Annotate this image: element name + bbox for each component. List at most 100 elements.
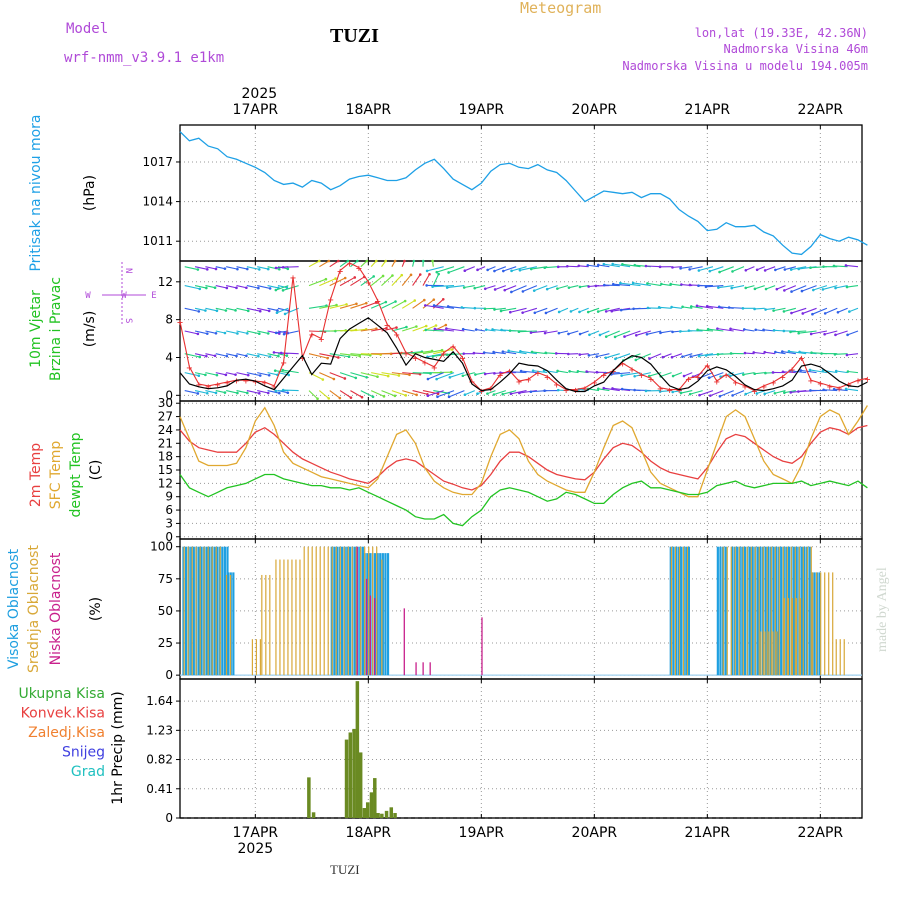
wind-arrow-head <box>491 328 494 331</box>
wind-arrow-head <box>507 349 510 353</box>
wind-arrow-head <box>450 348 454 351</box>
wind-arrow <box>226 330 238 334</box>
wind-arrow-head <box>235 286 238 290</box>
wind-arrow-head <box>482 351 486 354</box>
wind-arrow <box>493 390 506 396</box>
wind-arrow-head <box>812 288 815 292</box>
wind-arrow-head <box>327 259 331 263</box>
wind-arrow-head <box>405 325 408 329</box>
wind-arrow-head <box>267 373 271 377</box>
wind-arrow-head <box>619 308 623 312</box>
wind-arrow-head <box>744 286 748 290</box>
wind-arrow <box>446 327 465 332</box>
wind-arrow <box>834 388 848 392</box>
wind-arrow <box>504 285 517 291</box>
wind-gust-marker: + <box>403 349 409 360</box>
wind-gust-marker: + <box>714 377 720 388</box>
wind-arrow-head <box>596 387 600 391</box>
wind-speed-line <box>179 317 868 393</box>
cloud-mid-bar <box>824 572 826 676</box>
wind-arrow-head <box>461 327 465 331</box>
wind-arrow-head <box>408 373 411 377</box>
wind-arrow <box>764 390 776 395</box>
wind-arrow-head <box>474 373 477 376</box>
wind-gust-marker: + <box>789 365 795 376</box>
wind-arrow-head <box>730 286 734 290</box>
wind-arrow-head <box>205 286 208 290</box>
cloud-mid-bar <box>287 559 289 676</box>
wind-arrow <box>521 370 537 374</box>
cloud-high-bar <box>808 546 811 676</box>
wind-arrow-head <box>266 391 270 395</box>
wind-arrow-head <box>834 286 837 290</box>
wind-gust-marker: + <box>441 349 447 360</box>
wind-arrow-head <box>697 354 701 358</box>
wind-arrow-head <box>384 300 388 304</box>
wind-arrow-head <box>508 329 512 332</box>
wind-arrow <box>710 390 724 397</box>
wind-arrow-head <box>660 282 663 286</box>
wind-arrow-head <box>604 335 608 338</box>
wind-gust-marker: + <box>648 374 654 385</box>
wind-arrow <box>329 390 341 399</box>
wind-arrow <box>283 266 299 268</box>
wind-arrow-head <box>432 304 436 307</box>
cloud-mid-bar <box>742 546 744 676</box>
wind-arrow-head <box>832 264 836 268</box>
wind-gust-marker: + <box>243 376 249 387</box>
wind-arrow <box>800 369 817 374</box>
wind-arrow-head <box>578 310 581 314</box>
temperature-ytick-label: 6 <box>165 503 173 517</box>
wind-arrow-head <box>823 332 826 336</box>
wind-arrow-head <box>409 273 413 277</box>
cloud-mid-bar <box>783 598 786 676</box>
date-label-top: 18APR <box>346 102 392 118</box>
cloud-high-bar <box>216 546 219 676</box>
wind-arrow-head <box>349 396 353 399</box>
wind-arrow-head <box>316 397 319 401</box>
wind-arrow <box>635 353 652 361</box>
wind-arrow-head <box>671 374 675 378</box>
date-label-bottom: 17APR <box>233 825 279 841</box>
cloud-low-bar <box>429 662 431 676</box>
wind-arrow-head <box>236 267 239 271</box>
wind-arrow <box>448 390 465 398</box>
wind-arrow <box>257 285 271 289</box>
wind-arrow-head <box>845 285 849 289</box>
wind-arrow-head <box>669 282 672 286</box>
wind-arrow <box>605 353 620 359</box>
wind-arrow-head <box>716 327 719 330</box>
wind-arrow-head <box>365 376 368 379</box>
wind-gust-marker: + <box>516 377 522 388</box>
wind-arrow <box>350 328 367 332</box>
wind-arrow <box>494 285 507 290</box>
wind-arrow-head <box>519 369 523 373</box>
wind-arrow-head <box>846 370 850 373</box>
wind-arrow-head <box>632 307 635 311</box>
wind-arrow <box>319 372 335 380</box>
cloud-low-bar <box>415 662 417 676</box>
precip-bar <box>384 810 389 818</box>
wind-arrow-head <box>809 332 813 336</box>
wind-arrow <box>425 329 444 332</box>
wind-arrow <box>621 372 641 377</box>
wind-arrow-head <box>503 288 507 292</box>
wind-arrow <box>401 300 416 309</box>
cloud-high-bar <box>669 546 672 676</box>
wind-arrow <box>205 353 216 357</box>
wind-gust-marker: + <box>365 278 371 289</box>
wind-arrow <box>775 351 786 355</box>
wind-arrow-head <box>775 287 779 291</box>
wind-arrow-head <box>413 299 417 302</box>
wind-arrow <box>791 285 807 293</box>
cloud-high-bar <box>780 546 783 676</box>
wind-arrow-head <box>257 286 260 290</box>
wind-arrow-head <box>224 373 228 377</box>
wind-arrow-head <box>754 328 758 332</box>
wind-arrow-head <box>423 304 427 307</box>
wind-arrow-head <box>198 355 202 359</box>
wind-arrow <box>476 329 486 332</box>
cloud-mid-bar <box>764 631 766 676</box>
wind-arrow-head <box>671 266 674 269</box>
wind-arrow-head <box>789 330 792 334</box>
